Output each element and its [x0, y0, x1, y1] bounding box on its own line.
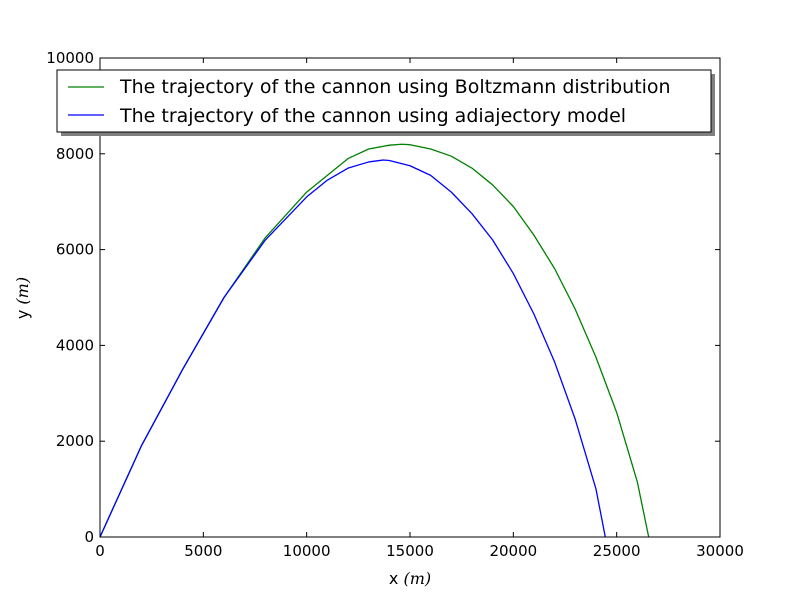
tick-labels: 0 5000 10000 15000 20000 25000 30000 0 2000 4000 6…	[46, 49, 744, 560]
x-tick-label: 20000	[489, 542, 537, 560]
plot-area	[100, 58, 720, 537]
x-tick-label: 30000	[696, 542, 744, 560]
x-tick-label: 10000	[283, 542, 331, 560]
legend-label-boltzmann: The trajectory of the cannon using Boltz…	[119, 76, 671, 98]
x-axis-unit: (m)	[403, 569, 431, 588]
legend: The trajectory of the cannon using Boltz…	[56, 69, 715, 136]
series-line-0	[99, 143, 650, 538]
legend-box	[56, 69, 712, 133]
y-axis-label: y (m)	[13, 277, 32, 319]
x-tick-label: 5000	[184, 542, 222, 560]
y-tick-label: 10000	[46, 49, 94, 67]
series-line-1	[99, 159, 606, 538]
y-tick-label: 0	[84, 528, 94, 546]
x-axis-label: x (m)	[389, 569, 431, 588]
x-tick-label: 25000	[593, 542, 641, 560]
y-tick-label: 8000	[56, 145, 94, 163]
series-lines	[99, 143, 650, 538]
y-tick-label: 6000	[56, 241, 94, 259]
axis-ticks	[99, 57, 721, 538]
y-tick-label: 4000	[56, 336, 94, 354]
legend-label-adiajectory: The trajectory of the cannon using adiaj…	[119, 105, 626, 127]
y-axis-label-text: y	[13, 310, 32, 319]
x-axis-label-text: x	[389, 569, 398, 588]
x-tick-label: 0	[95, 542, 105, 560]
y-axis-unit: (m)	[13, 277, 32, 305]
x-tick-label: 15000	[386, 542, 434, 560]
y-tick-label: 2000	[56, 432, 94, 450]
